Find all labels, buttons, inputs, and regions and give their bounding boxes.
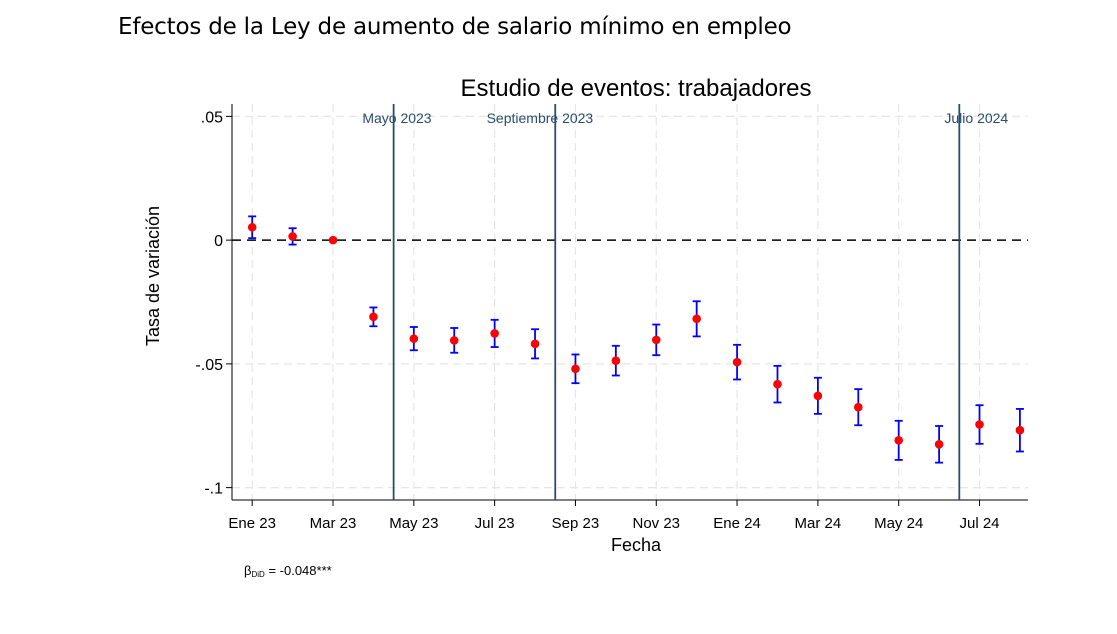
event-lines: Mayo 2023 Septiembre 2023 Julio 2024 (362, 104, 1008, 500)
x-tick-label: Ene 23 (228, 515, 276, 532)
data-point (975, 420, 984, 429)
data-point (813, 391, 823, 401)
y-axis-label: Tasa de variación (143, 206, 163, 346)
x-tick-label: Ene 24 (713, 515, 761, 532)
data-point (611, 356, 621, 365)
event-label: Julio 2024 (944, 110, 1008, 126)
x-tick-label: Nov 23 (632, 515, 680, 532)
data-point (1015, 425, 1025, 435)
y-tick-label: -.05 (195, 357, 223, 374)
x-tick-label: Jul 23 (475, 515, 515, 532)
event-label: Septiembre 2023 (487, 110, 594, 126)
data-point (409, 334, 419, 343)
data-point (328, 235, 338, 245)
data-marks (247, 215, 1025, 464)
beta-subscript: DiD (251, 570, 265, 579)
data-point (692, 314, 701, 324)
data-point (530, 339, 540, 349)
beta-value: = -0.048*** (265, 563, 332, 578)
data-point (651, 335, 661, 345)
x-tick-label: Mar 23 (310, 515, 357, 532)
data-point (288, 232, 297, 241)
data-point (571, 364, 580, 374)
data-point (247, 222, 257, 232)
data-point (934, 440, 944, 449)
data-point (773, 379, 782, 389)
data-point (732, 357, 742, 367)
x-tick-label: May 23 (389, 515, 438, 532)
y-tick-label: .05 (201, 109, 223, 126)
x-tick-label: May 24 (874, 515, 923, 532)
event-label: Mayo 2023 (362, 110, 431, 126)
data-point (369, 312, 378, 322)
grid (232, 104, 1028, 500)
x-axis-label: Fecha (611, 535, 662, 555)
x-tick-label: Mar 24 (795, 515, 842, 532)
page-heading: Efectos de la Ley de aumento de salario … (118, 14, 792, 40)
x-tick-label: Sep 23 (552, 515, 600, 532)
beta-symbol: β (244, 563, 251, 578)
x-tick-label: Jul 24 (959, 515, 999, 532)
y-tick-label: 0 (214, 233, 223, 250)
y-tick-label: -.1 (204, 481, 223, 498)
data-point (894, 436, 904, 445)
chart-title: Estudio de eventos: trabajadores (461, 75, 812, 102)
data-point (490, 329, 499, 338)
did-coefficient-note: βDiD = -0.048*** (244, 563, 332, 579)
axes: .05 0 -.05 -.1 Ene 23 Mar 23 May 23 Jul 23 Sep 2… (195, 104, 1028, 532)
data-point (853, 402, 863, 412)
data-point (449, 336, 459, 345)
